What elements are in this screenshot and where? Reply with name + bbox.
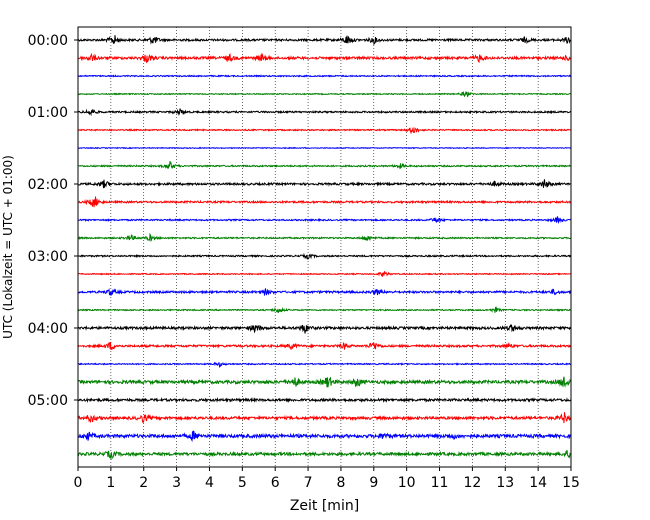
trace-0330 — [77, 287, 572, 296]
trace-0545 — [77, 450, 572, 461]
x-tick-label: 7 — [304, 475, 313, 491]
trace-0515 — [77, 412, 572, 424]
x-axis-label: Zeit [min] — [290, 498, 359, 514]
x-tick-label: 14 — [529, 475, 547, 491]
y-tick-label: 01:00 — [28, 105, 68, 121]
trace-0145 — [77, 161, 572, 170]
plot-area — [78, 27, 571, 467]
x-tick-label: 13 — [496, 475, 514, 491]
x-tick-label: 3 — [172, 475, 181, 491]
trace-0200 — [77, 179, 572, 189]
x-tick-label: 0 — [74, 475, 83, 491]
x-tick-label: 5 — [238, 475, 247, 491]
trace-0230 — [77, 216, 572, 225]
trace-group — [77, 35, 572, 461]
y-tick-label: 05:00 — [28, 393, 68, 409]
y-tick-label: 03:00 — [28, 249, 68, 265]
y-axis: 00:00 01:00 02:00 03:00 04:00 05:00 — [28, 33, 78, 409]
x-tick-label: 9 — [369, 475, 378, 491]
trace-0430 — [77, 361, 572, 369]
plot-frame — [77, 26, 572, 468]
trace-0030 — [77, 74, 572, 78]
trace-0530 — [77, 430, 572, 443]
x-tick-label: 4 — [205, 475, 214, 491]
trace-0315 — [77, 271, 572, 277]
trace-0245 — [77, 232, 572, 243]
trace-0415 — [77, 341, 572, 350]
grid-lines — [110, 27, 539, 467]
trace-0500 — [77, 396, 572, 404]
x-tick-label: 8 — [336, 475, 345, 491]
trace-0345 — [77, 306, 572, 314]
trace-0445 — [77, 376, 572, 388]
x-axis: 0 1 2 3 4 5 6 7 8 9 10 11 12 13 14 15 — [74, 467, 580, 491]
x-tick-label: 2 — [139, 475, 148, 491]
x-tick-label: 6 — [271, 475, 280, 491]
y-axis-label: UTC (Lokalzeit = UTC + 01:00) — [1, 155, 15, 339]
trace-0115 — [77, 127, 572, 135]
trace-0000 — [77, 35, 572, 46]
y-tick-label: 02:00 — [28, 177, 68, 193]
trace-0215 — [77, 196, 572, 208]
x-tick-label: 10 — [398, 475, 416, 491]
trace-0100 — [77, 108, 572, 117]
trace-0015 — [77, 52, 572, 64]
y-tick-label: 04:00 — [28, 321, 68, 337]
x-tick-label: 12 — [463, 475, 481, 491]
trace-0045 — [77, 90, 572, 98]
x-tick-label: 15 — [562, 475, 580, 491]
trace-0130 — [77, 146, 572, 150]
trace-0300 — [77, 252, 572, 260]
x-tick-label: 11 — [431, 475, 449, 491]
x-tick-label: 1 — [106, 475, 115, 491]
y-tick-label: 00:00 — [28, 33, 68, 49]
trace-0400 — [77, 324, 572, 334]
